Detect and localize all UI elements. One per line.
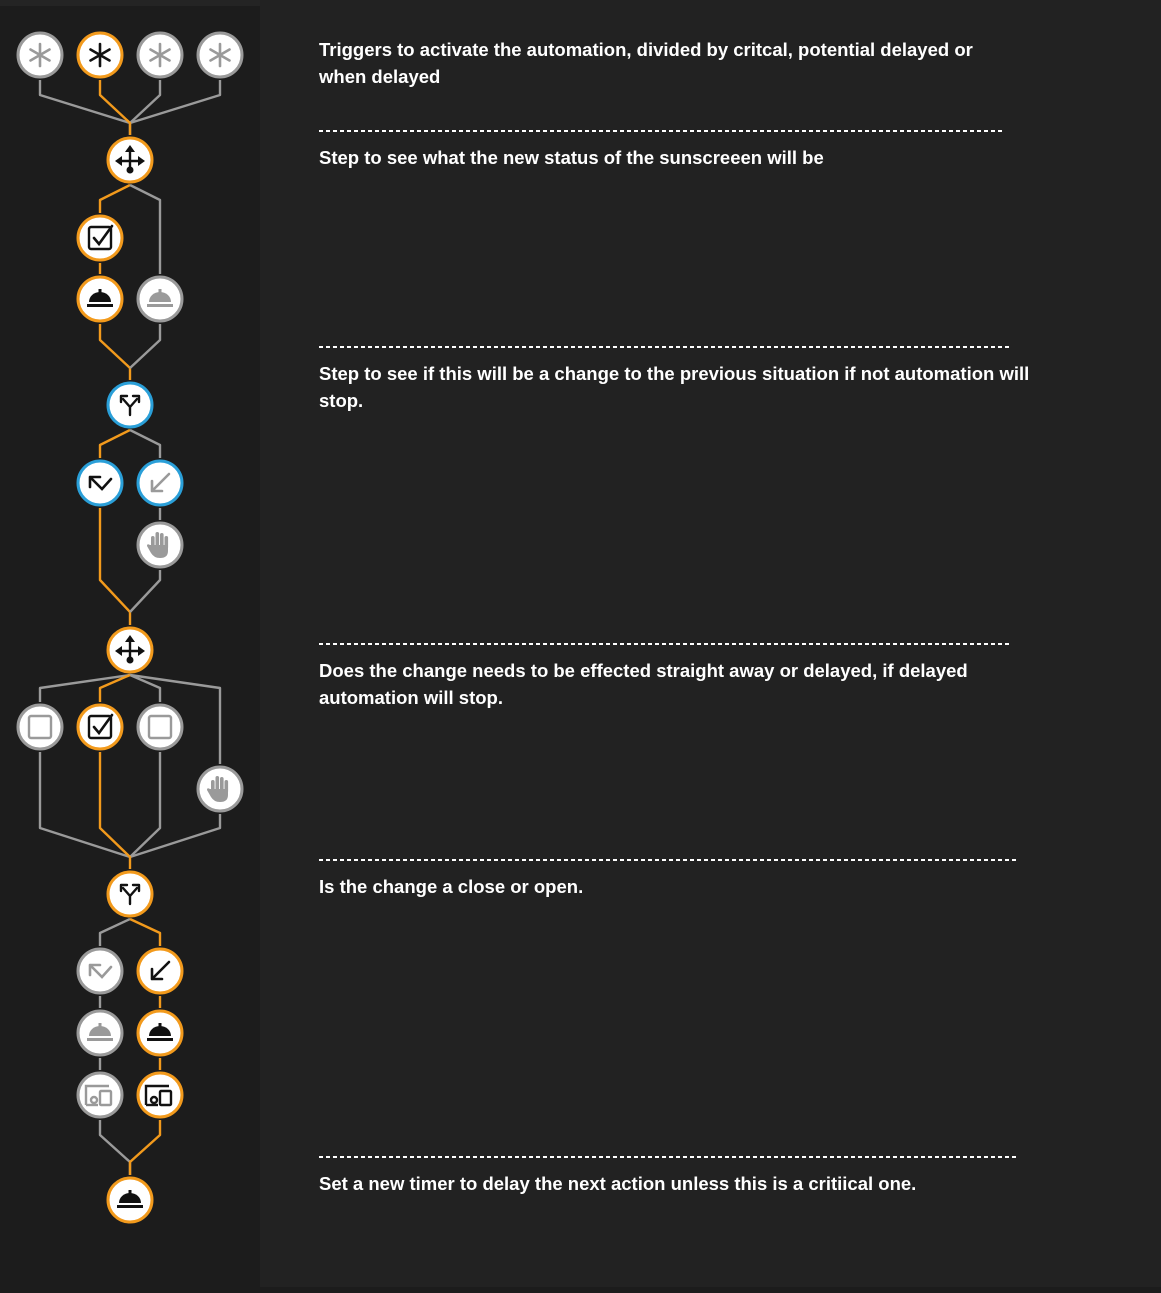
connector-10 [98,428,131,458]
top-bar [0,0,260,6]
node-o4[interactable] [136,703,184,751]
connector-21 [129,814,222,859]
connector-5 [98,183,131,213]
separator-5 [319,1156,1019,1158]
node-th2[interactable] [76,947,124,995]
node-ring [76,459,124,507]
node-t4[interactable] [196,31,244,79]
connector-15 [38,673,131,702]
node-s4[interactable] [136,1009,184,1057]
node-ring [76,214,124,262]
node-s1[interactable] [76,275,124,323]
connector-18 [98,673,131,702]
node-c2[interactable] [106,626,154,674]
node-s5[interactable] [106,1176,154,1224]
connector-24 [129,917,162,946]
node-ring [16,703,64,751]
node-o2[interactable] [16,703,64,751]
node-o3[interactable] [76,703,124,751]
separator-3 [319,643,1011,645]
connector-14 [129,570,162,613]
node-ring [106,381,154,429]
separator-1 [319,130,1005,132]
connector-11 [129,428,162,458]
bottom-strip [0,1287,1161,1293]
connector-16 [129,673,162,702]
connector-3 [129,80,222,125]
note-delay-check: Does the change needs to be effected str… [319,660,968,708]
connector-9 [129,324,162,369]
connector-29 [98,1120,132,1175]
node-s3[interactable] [76,1009,124,1057]
node-el2[interactable] [136,947,184,995]
connector-1 [38,80,132,135]
connector-30 [128,1120,162,1175]
separator-2 [319,346,1011,348]
connector-2 [129,80,162,124]
connector-6 [129,183,162,274]
connector-22 [98,752,132,869]
node-o1[interactable] [76,214,124,262]
connections [38,80,222,1175]
node-i1[interactable] [106,381,154,429]
separator-4 [319,859,1019,861]
connector-20 [129,752,162,858]
connector-23 [98,917,131,946]
node-ring [76,947,124,995]
node-h1[interactable] [136,521,184,569]
node-t3[interactable] [136,31,184,79]
node-el1[interactable] [136,459,184,507]
node-t1[interactable] [16,31,64,79]
node-s2[interactable] [136,275,184,323]
node-t2[interactable] [76,31,124,79]
node-d2[interactable] [136,1071,184,1119]
node-i2[interactable] [106,870,154,918]
node-ring [76,703,124,751]
node-d1[interactable] [76,1071,124,1119]
node-ring [106,870,154,918]
note-new-timer: Set a new timer to delay the next action… [319,1173,917,1194]
connector-19 [38,752,131,859]
connector-17 [129,673,222,764]
connector-8 [98,324,132,380]
node-c1[interactable] [106,136,154,184]
connector-4 [98,80,132,135]
connector-13 [98,508,132,625]
note-triggers: Triggers to activate the automation, div… [319,39,973,87]
note-new-status: Step to see what the new status of the s… [319,147,824,168]
note-close-open: Is the change a close or open. [319,876,584,897]
node-h2[interactable] [196,765,244,813]
node-th1[interactable] [76,459,124,507]
node-ring [136,703,184,751]
note-change-check: Step to see if this will be a change to … [319,363,1030,411]
trace-graph [16,31,244,1224]
